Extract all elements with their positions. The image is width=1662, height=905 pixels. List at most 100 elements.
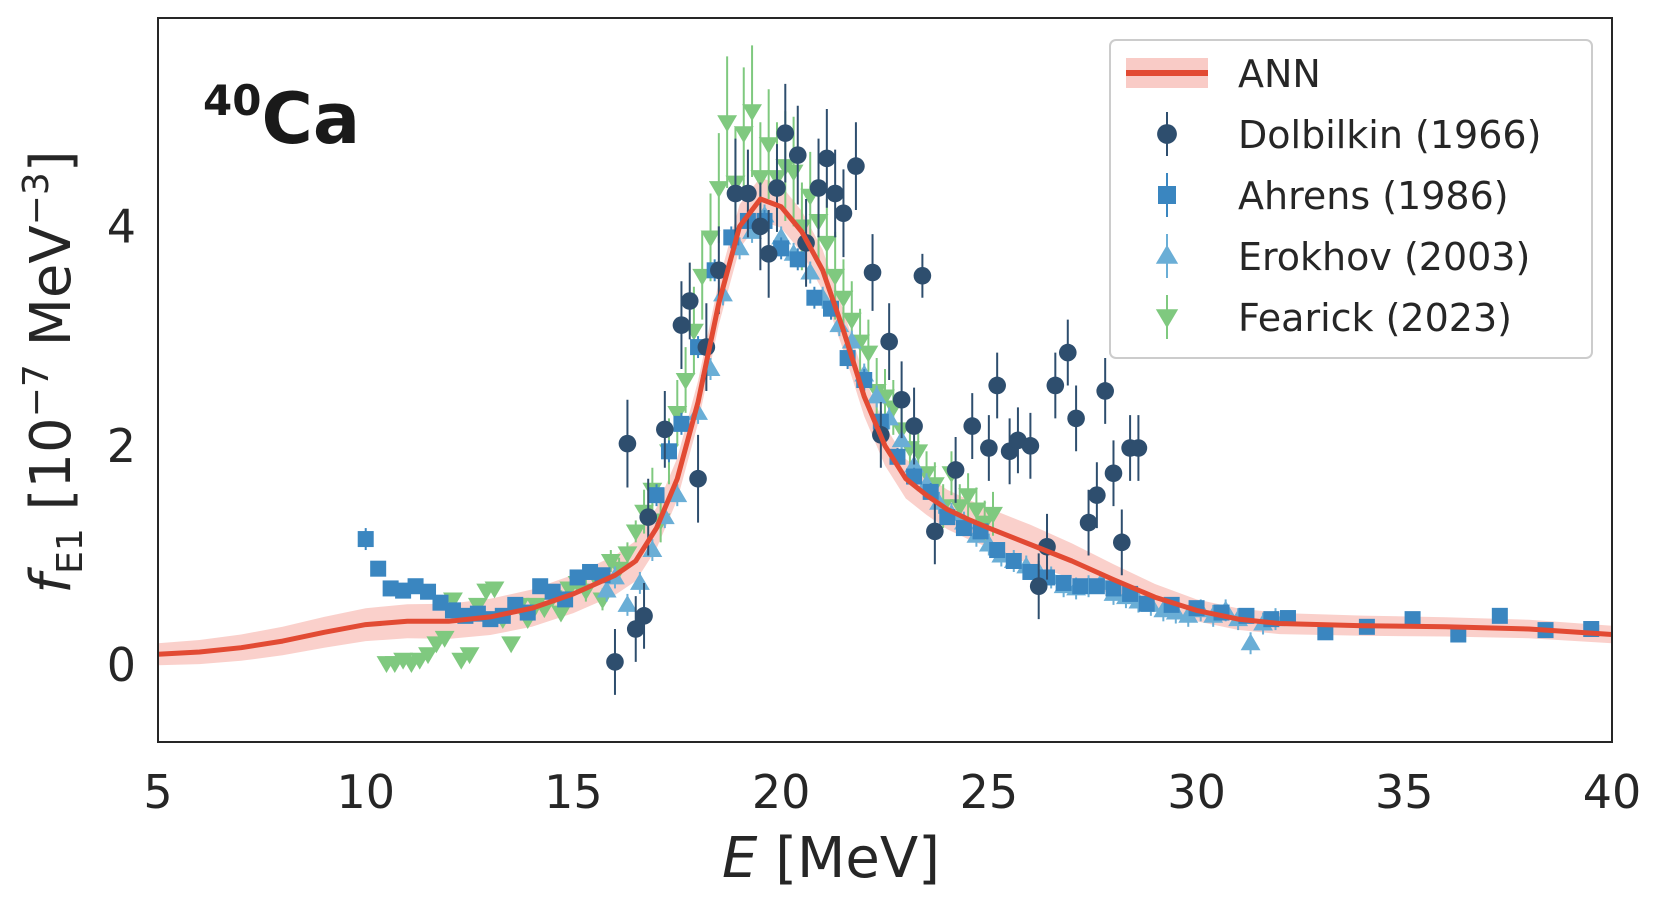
- y-tick-label: 2: [107, 419, 136, 473]
- dolbilkin-point: [680, 292, 699, 310]
- dolbilkin-point: [988, 376, 1006, 395]
- fearick-point: [958, 488, 979, 506]
- ahrens-point: [1138, 595, 1155, 612]
- x-tick-label: 35: [1375, 765, 1434, 819]
- ahrens-point: [1105, 580, 1122, 597]
- legend-label-erokhov: Erokhov (2003): [1238, 235, 1530, 279]
- ahrens-point: [532, 578, 549, 595]
- dolbilkin-point: [751, 217, 770, 236]
- x-axis-symbol: E: [722, 826, 758, 891]
- ahrens-point: [432, 594, 449, 611]
- fearick-point: [858, 345, 879, 363]
- dolbilkin-point: [710, 261, 728, 280]
- dolbilkin-point: [880, 332, 898, 351]
- ahrens-point: [648, 487, 665, 504]
- dolbilkin-point: [1067, 409, 1085, 428]
- dolbilkin-point: [892, 390, 911, 409]
- dolbilkin-point: [818, 149, 836, 168]
- ahrens-point: [1022, 563, 1039, 580]
- fearick-point: [501, 636, 522, 654]
- element-symbol: Ca: [261, 78, 360, 160]
- legend-symbol-dolbilkin: [1157, 124, 1177, 144]
- ahrens-point: [789, 251, 806, 268]
- fearick-point: [750, 170, 771, 187]
- ahrens-point: [660, 443, 677, 460]
- dolbilkin-point: [739, 184, 757, 203]
- ahrens-point: [1491, 607, 1508, 624]
- erokhov-point: [596, 580, 617, 598]
- dolbilkin-point: [847, 157, 865, 175]
- y-axis-unit-mid: MeV: [19, 225, 84, 364]
- data-markers-layer: [357, 45, 1600, 695]
- erokhov-point: [667, 485, 688, 503]
- ahrens-point: [955, 520, 972, 537]
- dolbilkin-point: [618, 434, 637, 453]
- ahrens-point: [1072, 578, 1089, 595]
- ahrens-point: [357, 531, 374, 548]
- ahrens-point: [407, 578, 424, 595]
- fearick-point: [434, 630, 455, 648]
- ahrens-point: [569, 569, 586, 586]
- fearick-point: [667, 405, 688, 423]
- fearick-point: [742, 104, 762, 122]
- ahrens-point: [989, 542, 1006, 559]
- x-tick-label: 15: [544, 765, 603, 819]
- dolbilkin-point: [863, 263, 882, 282]
- fearick-point: [825, 268, 846, 286]
- ahrens-point: [370, 560, 387, 577]
- legend-symbol-erokhov: [1155, 244, 1179, 264]
- x-tick-label: 25: [960, 765, 1019, 819]
- dolbilkin-point: [1029, 577, 1048, 596]
- dolbilkin-point: [626, 620, 645, 638]
- y-axis-unit-close: ]: [19, 150, 84, 172]
- dolbilkin-point: [963, 417, 982, 435]
- dolbilkin-point: [776, 124, 795, 142]
- dolbilkin-point: [1058, 343, 1077, 362]
- fearick-point: [816, 235, 837, 253]
- legend-label-ann: ANN: [1238, 52, 1321, 96]
- dolbilkin-point: [926, 522, 944, 541]
- fearick-point: [833, 290, 854, 308]
- fearick-point: [983, 506, 1003, 524]
- dolbilkin-point: [1088, 486, 1106, 504]
- legend-label-dolbilkin: Dolbilkin (1966): [1238, 113, 1541, 157]
- legend-symbol-fearick: [1155, 309, 1179, 329]
- dolbilkin-point: [1112, 533, 1131, 552]
- x-tick-label: 10: [336, 765, 395, 819]
- ann-line-layer: [157, 196, 1613, 657]
- dolbilkin-point: [768, 179, 786, 197]
- dolbilkin-point: [834, 204, 853, 223]
- y-axis-unit-open: [10: [19, 417, 84, 528]
- dolbilkin-point: [726, 184, 745, 203]
- legend-symbol-ahrens: [1158, 186, 1176, 204]
- ann-line: [157, 196, 1613, 657]
- dolbilkin-point: [946, 461, 965, 479]
- legend-label-fearick: Fearick (2023): [1238, 296, 1512, 340]
- fearick-point: [966, 502, 987, 520]
- x-tick-label: 20: [752, 765, 811, 819]
- fearick-point: [484, 581, 505, 599]
- ahrens-point: [1450, 626, 1467, 643]
- erokhov-point: [771, 227, 792, 245]
- fearick-point: [459, 647, 480, 665]
- dolbilkin-point: [905, 417, 923, 435]
- erokhov-point: [891, 430, 912, 448]
- y-axis-exponent-2: −3: [16, 172, 57, 225]
- ahrens-point: [673, 415, 690, 432]
- mass-number: 40: [203, 76, 261, 125]
- dolbilkin-point: [759, 245, 778, 263]
- dolbilkin-point: [1129, 439, 1148, 457]
- x-axis-unit: [MeV]: [757, 826, 940, 891]
- y-axis-exponent-1: −7: [16, 364, 57, 417]
- ahrens-point: [1404, 611, 1421, 628]
- legend-box: [1109, 39, 1593, 359]
- dolbilkin-point: [635, 607, 653, 625]
- plot-frame: [157, 17, 1613, 743]
- fearick-point: [675, 373, 696, 390]
- fearick-point: [700, 230, 721, 248]
- y-tick-labels: 0 2 4: [107, 199, 136, 692]
- ahrens-point: [1055, 574, 1072, 591]
- legend-label-ahrens: Ahrens (1986): [1238, 174, 1509, 218]
- ahrens-point: [420, 583, 437, 600]
